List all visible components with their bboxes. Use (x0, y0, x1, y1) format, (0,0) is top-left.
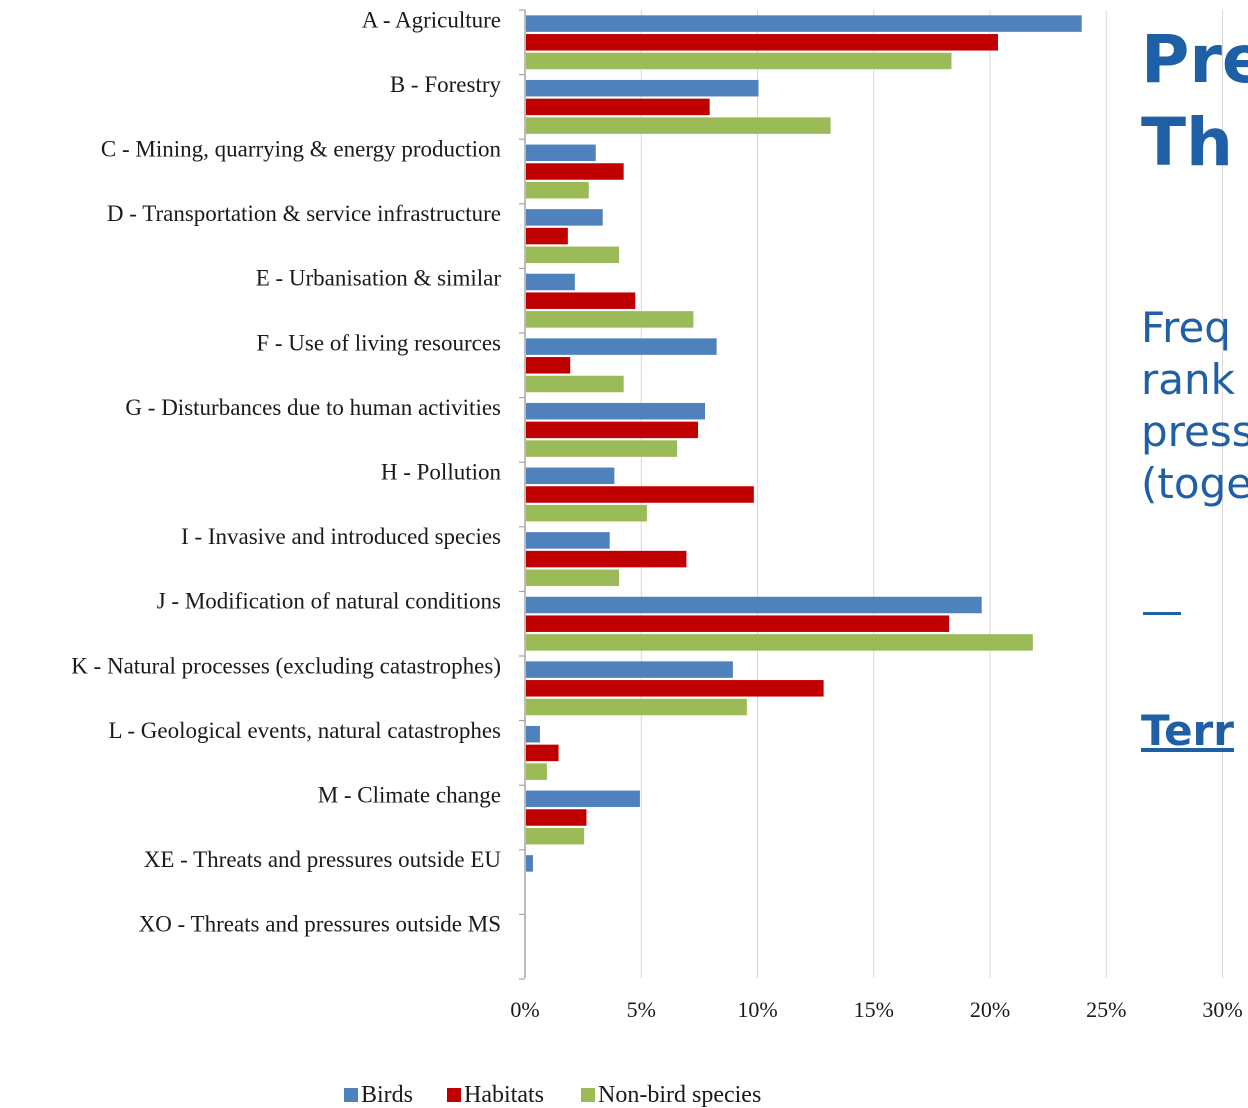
category-label: J - Modification of natural conditions (157, 589, 501, 614)
category-label: C - Mining, quarrying & energy productio… (101, 137, 502, 162)
legend-label: Non-bird species (598, 1082, 761, 1108)
side-description: Freq rank press (toge (1141, 302, 1248, 510)
legend-swatch (344, 1088, 358, 1102)
side-description-line-1: Freq (1141, 302, 1248, 354)
bar-habitats (526, 357, 570, 374)
x-tick-label: 20% (970, 997, 1010, 1022)
legend-label: Birds (361, 1082, 413, 1108)
bar-non-bird-species (526, 763, 547, 780)
side-title: Pre Th (1141, 18, 1248, 184)
bar-non-bird-species (526, 182, 589, 199)
x-tick-label: 5% (627, 997, 656, 1022)
category-label: G - Disturbances due to human activities (125, 395, 501, 420)
category-label: F - Use of living resources (256, 330, 501, 355)
bar-non-bird-species (526, 634, 1033, 651)
bar-birds (526, 597, 982, 614)
bar-birds (526, 338, 717, 355)
bar-non-bird-species (526, 570, 619, 587)
bar-habitats (526, 163, 624, 180)
bar-habitats (526, 615, 949, 632)
bar-birds (526, 274, 575, 291)
category-label: M - Climate change (318, 783, 501, 808)
x-tick-label: 10% (737, 997, 777, 1022)
axes (519, 10, 525, 979)
bar-non-bird-species (526, 247, 619, 263)
bar-non-bird-species (526, 505, 647, 522)
category-label: B - Forestry (390, 72, 502, 97)
bar-habitats (526, 745, 559, 762)
bar-habitats (526, 486, 754, 503)
bar-birds (526, 80, 759, 97)
bars (526, 15, 1082, 871)
category-labels: A - Agriculture B - Forestry C - Mining, q… (71, 7, 501, 936)
bar-birds (526, 403, 705, 420)
bar-non-bird-species (526, 311, 693, 328)
x-tick-label: 30% (1202, 997, 1242, 1022)
bar-birds (526, 791, 640, 808)
bar-birds (526, 726, 540, 743)
bar-non-bird-species (526, 440, 677, 457)
bar-non-bird-species (526, 376, 624, 393)
bar-birds (526, 855, 533, 872)
x-tick-labels: 0% 5% 10% 15% 20% 25% 30% (510, 997, 1242, 1022)
bar-birds (526, 145, 596, 162)
legend-swatch (581, 1088, 595, 1102)
bar-habitats (526, 292, 635, 309)
bar-habitats (526, 680, 824, 697)
bar-non-bird-species (526, 828, 584, 845)
side-link[interactable]: Terr (1141, 705, 1234, 757)
category-label: L - Geological events, natural catastrop… (108, 718, 501, 743)
bar-non-bird-species (526, 117, 831, 134)
bar-birds (526, 661, 733, 678)
category-label: I - Invasive and introduced species (181, 524, 501, 549)
legend-swatch (447, 1088, 461, 1102)
bar-non-bird-species (526, 699, 747, 716)
side-dash: — (1141, 585, 1183, 637)
bar-non-bird-species (526, 53, 951, 70)
category-label: H - Pollution (381, 460, 502, 485)
bar-habitats (526, 551, 686, 568)
x-tick-label: 0% (510, 997, 539, 1022)
bar-birds (526, 532, 610, 549)
bar-habitats (526, 422, 698, 439)
bar-habitats (526, 809, 586, 826)
x-tick-label: 15% (854, 997, 894, 1022)
bar-habitats (526, 99, 710, 116)
category-label: K - Natural processes (excluding catastr… (71, 653, 501, 678)
bar-habitats (526, 228, 568, 245)
side-title-line-2: Th (1141, 101, 1248, 184)
legend: Birds Habitats Non-bird species (344, 1082, 761, 1108)
legend-label: Habitats (464, 1082, 544, 1108)
side-description-line-3: press (1141, 406, 1248, 458)
category-label: XE - Threats and pressures outside EU (144, 847, 502, 872)
side-description-line-4: (toge (1141, 458, 1248, 510)
side-title-line-1: Pre (1141, 18, 1248, 101)
bar-birds (526, 209, 603, 226)
category-label: A - Agriculture (362, 7, 501, 32)
category-label: E - Urbanisation & similar (256, 266, 502, 291)
bar-habitats (526, 34, 998, 51)
x-tick-label: 25% (1086, 997, 1126, 1022)
bar-birds (526, 468, 614, 485)
category-label: D - Transportation & service infrastruct… (107, 201, 501, 226)
category-label: XO - Threats and pressures outside MS (139, 912, 501, 937)
side-description-line-2: rank (1141, 354, 1248, 406)
bar-birds (526, 15, 1082, 32)
